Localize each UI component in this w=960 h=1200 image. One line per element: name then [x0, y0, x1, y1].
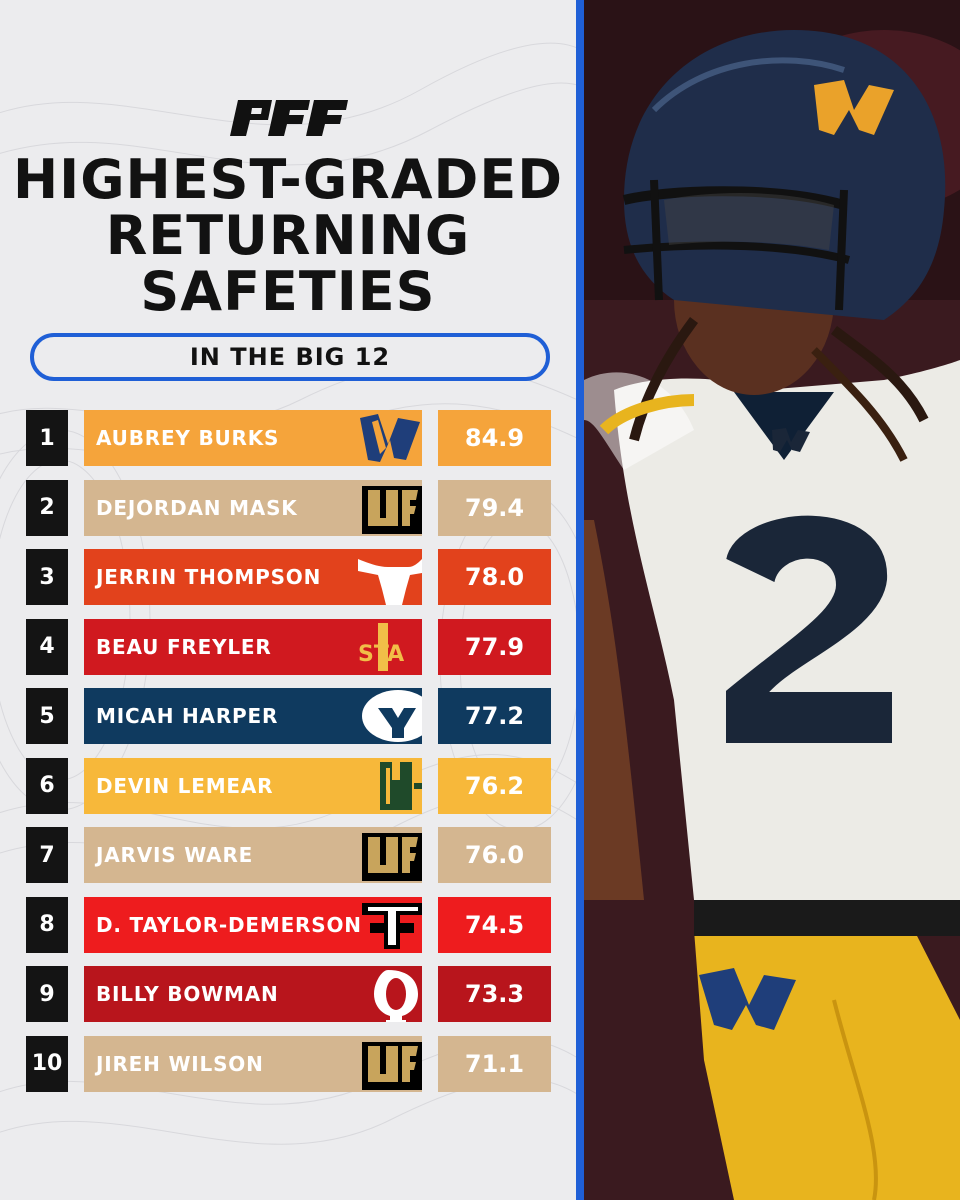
player-name: MICAH HARPER [96, 704, 279, 728]
player-name-bar: BEAU FREYLER STA [84, 618, 422, 675]
player-grade: 79.4 [438, 479, 551, 536]
rank-number: 5 [26, 688, 68, 744]
player-name-bar: D. TAYLOR-DEMERSON [84, 896, 422, 953]
rank-number: 6 [26, 757, 68, 814]
player-name: DEVIN LEMEAR [96, 773, 274, 798]
iowa-state-logo: STA [358, 619, 422, 675]
ranking-row: 7 JARVIS WARE 76.0 [0, 827, 576, 883]
player-grade: 74.5 [438, 896, 551, 953]
pff-logo [230, 100, 348, 136]
player-grade: 77.9 [438, 618, 551, 675]
player-name: JIREH WILSON [96, 1051, 264, 1076]
ranking-row: 5 MICAH HARPER 77.2 [0, 688, 576, 744]
title-line-1: HIGHEST-GRADED [12, 148, 564, 211]
ranking-row: 10 JIREH WILSON 71.1 [0, 1035, 576, 1092]
rank-number: 4 [26, 618, 68, 675]
title-line-3: SAFETIES [140, 260, 436, 323]
texas-tech-logo [358, 897, 422, 953]
player-grade: 71.1 [438, 1035, 551, 1092]
ranking-row: 6 DEVIN LEMEAR 76.2 [0, 757, 576, 814]
player-name-bar: AUBREY BURKS [84, 410, 422, 466]
player-name: BEAU FREYLER [96, 634, 272, 659]
player-grade: 84.9 [438, 410, 551, 466]
player-name: JERRIN THOMPSON [96, 565, 322, 589]
texas-longhorn-logo [358, 549, 422, 605]
player-name-bar: DEJORDAN MASK [84, 479, 422, 536]
ranking-row: 9 BILLY BOWMAN 73.3 [0, 966, 576, 1022]
rank-number: 2 [26, 479, 68, 536]
oklahoma-logo [358, 966, 422, 1022]
player-name-bar: JIREH WILSON [84, 1035, 422, 1092]
ranking-row: 1 AUBREY BURKS 84.9 [0, 410, 576, 466]
player-photo [584, 0, 960, 1200]
player-name-bar: MICAH HARPER [84, 688, 422, 744]
player-name-bar: DEVIN LEMEAR [84, 757, 422, 814]
rank-number: 8 [26, 896, 68, 953]
rank-number: 3 [26, 549, 68, 605]
byu-logo [358, 688, 422, 744]
ranking-row: 3 JERRIN THOMPSON 78.0 [0, 549, 576, 605]
subtitle-pill: IN THE BIG 12 [30, 333, 550, 381]
rank-number: 7 [26, 827, 68, 883]
player-name: BILLY BOWMAN [96, 982, 279, 1006]
player-grade: 76.0 [438, 827, 551, 883]
player-grade: 73.3 [438, 966, 551, 1022]
player-illustration [584, 0, 960, 1200]
player-name: JARVIS WARE [96, 843, 254, 867]
player-name-bar: JERRIN THOMPSON [84, 549, 422, 605]
baylor-logo [358, 758, 422, 814]
player-grade: 78.0 [438, 549, 551, 605]
left-panel: HIGHEST-GRADED RETURNING SAFETIES IN THE… [0, 42, 576, 1145]
rank-number: 9 [26, 966, 68, 1022]
wvu-logo [358, 410, 422, 466]
player-grade: 77.2 [438, 688, 551, 744]
ranking-row: 2 DEJORDAN MASK 79.4 [0, 479, 576, 536]
player-name: D. TAYLOR-DEMERSON [96, 912, 362, 937]
player-name: DEJORDAN MASK [96, 495, 298, 520]
rank-number: 1 [26, 410, 68, 466]
rank-number: 10 [26, 1035, 68, 1092]
ranking-row: 4 BEAU FREYLER STA 77.9 [0, 618, 576, 675]
player-name-bar: JARVIS WARE [84, 827, 422, 883]
svg-text:STA: STA [358, 642, 404, 667]
ranking-row: 8 D. TAYLOR-DEMERSON 74.5 [0, 896, 576, 953]
player-name-bar: BILLY BOWMAN [84, 966, 422, 1022]
player-grade: 76.2 [438, 757, 551, 814]
player-name: AUBREY BURKS [96, 426, 280, 450]
ucf-logo [358, 1036, 422, 1092]
subtitle-text: IN THE BIG 12 [189, 343, 391, 371]
accent-divider [576, 0, 584, 1200]
ucf-logo [358, 827, 422, 883]
ucf-logo [358, 480, 422, 536]
title-line-2: RETURNING [105, 204, 471, 267]
